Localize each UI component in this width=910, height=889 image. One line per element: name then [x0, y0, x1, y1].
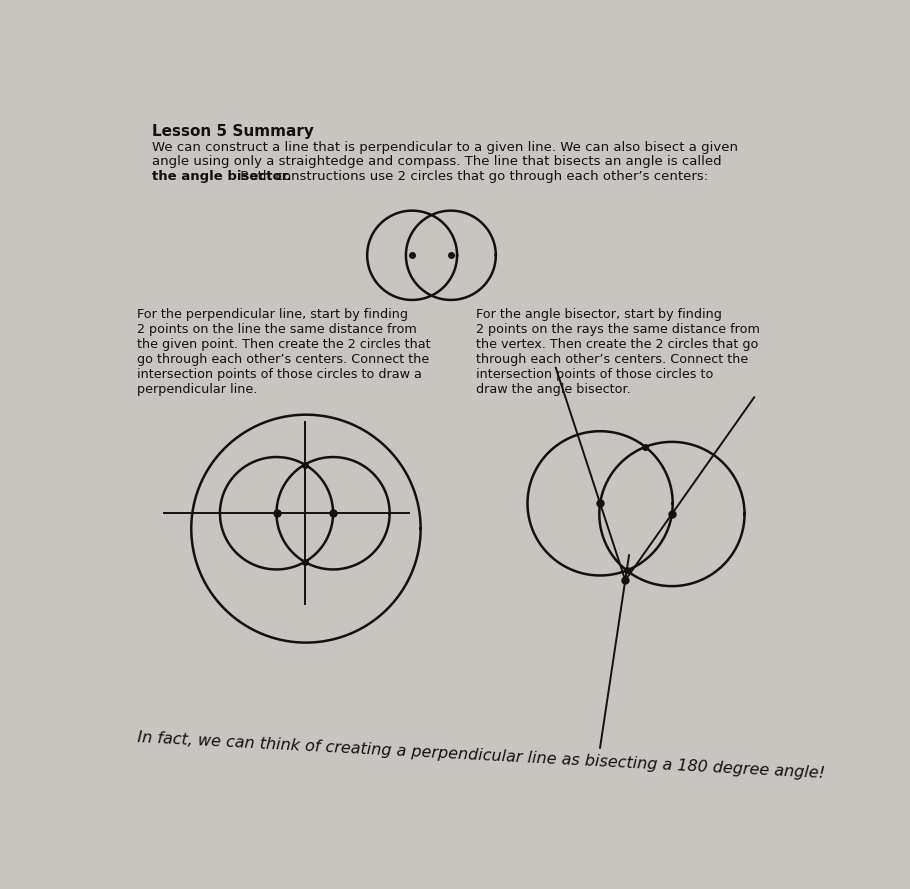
Text: the angle bisector.: the angle bisector.: [153, 170, 292, 183]
Text: 2 points on the rays the same distance from: 2 points on the rays the same distance f…: [477, 324, 761, 336]
Text: go through each other’s centers. Connect the: go through each other’s centers. Connect…: [137, 354, 430, 366]
Text: intersection points of those circles to draw a: intersection points of those circles to …: [137, 368, 422, 381]
Text: 2 points on the line the same distance from: 2 points on the line the same distance f…: [137, 324, 417, 336]
Text: For the angle bisector, start by finding: For the angle bisector, start by finding: [477, 308, 723, 322]
Text: perpendicular line.: perpendicular line.: [137, 383, 258, 396]
Text: the given point. Then create the 2 circles that: the given point. Then create the 2 circl…: [137, 339, 430, 351]
Text: We can construct a line that is perpendicular to a given line. We can also bisec: We can construct a line that is perpendi…: [153, 140, 739, 154]
Text: In fact, we can think of creating a perpendicular line as bisecting a 180 degree: In fact, we can think of creating a perp…: [137, 731, 825, 781]
Text: For the perpendicular line, start by finding: For the perpendicular line, start by fin…: [137, 308, 408, 322]
Text: Lesson 5 Summary: Lesson 5 Summary: [153, 124, 314, 139]
Text: angle using only a straightedge and compass. The line that bisects an angle is c: angle using only a straightedge and comp…: [153, 156, 723, 168]
Text: the vertex. Then create the 2 circles that go: the vertex. Then create the 2 circles th…: [477, 339, 759, 351]
Text: Both constructions use 2 circles that go through each other’s centers:: Both constructions use 2 circles that go…: [237, 170, 708, 183]
Text: through each other’s centers. Connect the: through each other’s centers. Connect th…: [477, 354, 749, 366]
Text: intersection points of those circles to: intersection points of those circles to: [477, 368, 713, 381]
Text: draw the angle bisector.: draw the angle bisector.: [477, 383, 632, 396]
